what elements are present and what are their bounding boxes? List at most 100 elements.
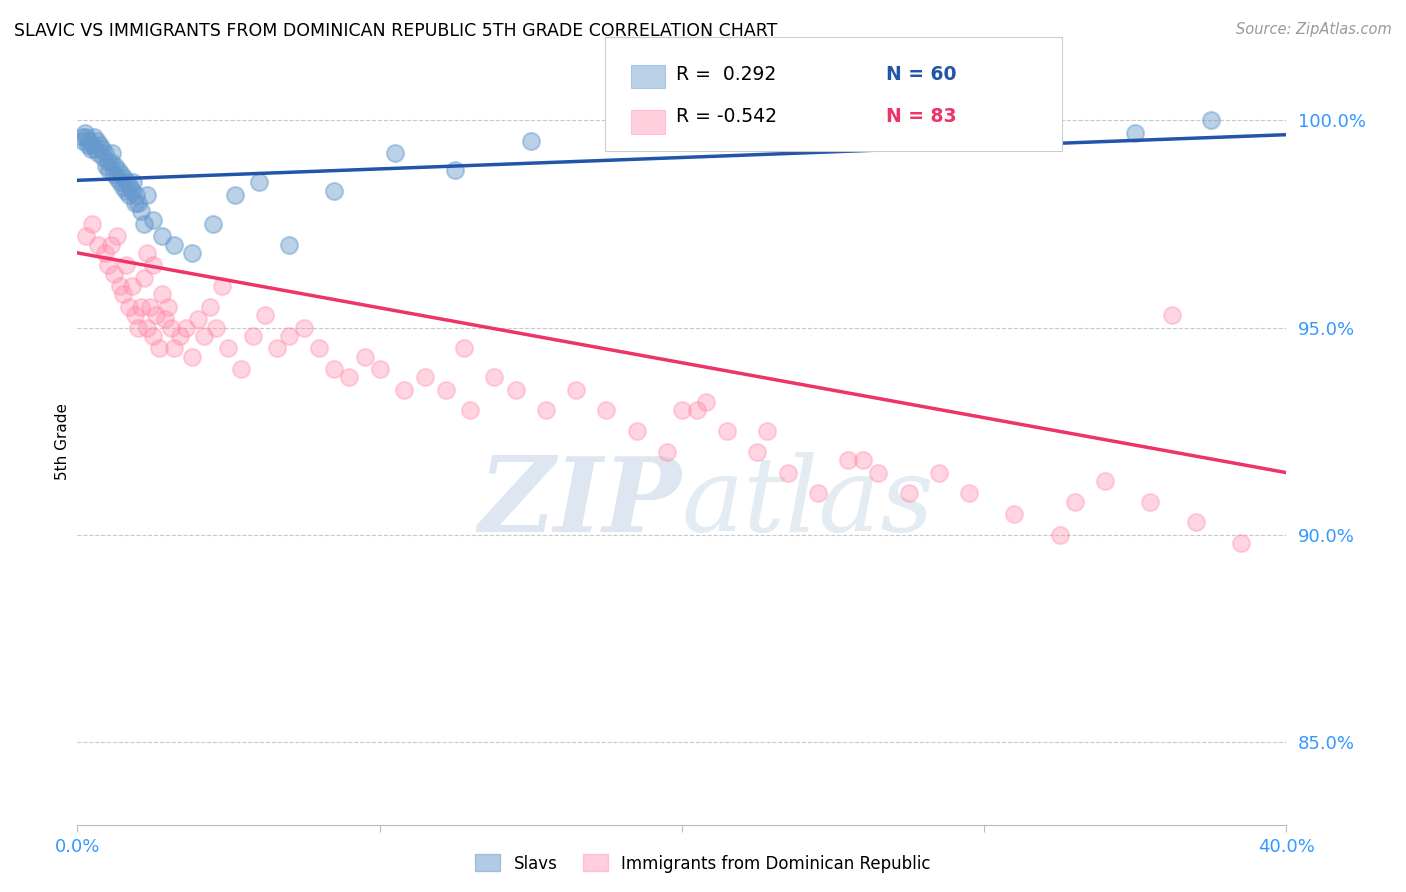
Point xyxy=(79,134,101,148)
Text: 40.0%: 40.0% xyxy=(1258,838,1315,855)
Point xyxy=(1199,113,1222,128)
Point xyxy=(655,445,678,459)
Point xyxy=(124,196,146,211)
Point xyxy=(129,204,152,219)
Point xyxy=(118,187,141,202)
Point xyxy=(1160,308,1182,322)
Point xyxy=(142,258,165,272)
Point xyxy=(626,424,648,438)
Point xyxy=(132,217,155,231)
Point xyxy=(266,341,288,355)
Point xyxy=(103,167,125,181)
Point xyxy=(100,154,122,169)
Point xyxy=(229,362,252,376)
Point xyxy=(96,258,118,272)
Point xyxy=(444,163,467,178)
Legend: Slavs, Immigrants from Dominican Republic: Slavs, Immigrants from Dominican Republi… xyxy=(468,847,938,880)
Point xyxy=(912,134,935,148)
Point xyxy=(132,270,155,285)
Point xyxy=(90,142,112,156)
Point xyxy=(142,328,165,343)
Point xyxy=(1139,494,1161,508)
Point xyxy=(453,341,475,355)
Point xyxy=(731,113,754,128)
Point xyxy=(139,300,162,314)
Point xyxy=(807,121,830,136)
Point xyxy=(70,129,93,144)
Text: 0.0%: 0.0% xyxy=(55,838,100,855)
Point xyxy=(1094,474,1116,488)
Point xyxy=(686,403,709,417)
Point xyxy=(505,383,527,397)
Point xyxy=(520,134,543,148)
Point xyxy=(837,113,859,128)
Point xyxy=(87,146,110,161)
Point xyxy=(163,341,186,355)
Point xyxy=(205,320,228,334)
Point xyxy=(160,320,183,334)
Point xyxy=(776,466,799,480)
Point xyxy=(111,179,134,194)
Point xyxy=(75,129,97,144)
Point xyxy=(278,237,301,252)
Point xyxy=(73,126,96,140)
Point xyxy=(193,328,215,343)
Point xyxy=(458,403,481,417)
Point xyxy=(897,486,920,500)
Point xyxy=(413,370,436,384)
Point xyxy=(100,237,122,252)
Point xyxy=(1064,494,1087,508)
Text: N = 83: N = 83 xyxy=(886,107,956,127)
Point xyxy=(103,267,125,281)
Point xyxy=(187,312,209,326)
Point xyxy=(124,308,146,322)
Point xyxy=(96,154,118,169)
Point xyxy=(434,383,457,397)
Point xyxy=(755,424,778,438)
Point xyxy=(121,279,143,293)
Point xyxy=(145,308,167,322)
Point xyxy=(107,163,129,178)
Point xyxy=(353,350,375,364)
Point xyxy=(150,229,173,244)
Point xyxy=(84,142,107,156)
Point xyxy=(671,403,693,417)
Point xyxy=(278,328,301,343)
Point xyxy=(72,134,94,148)
Point xyxy=(308,341,330,355)
Point xyxy=(115,175,138,189)
Point xyxy=(114,184,136,198)
Point xyxy=(110,167,132,181)
Text: Source: ZipAtlas.com: Source: ZipAtlas.com xyxy=(1236,22,1392,37)
Point xyxy=(211,279,233,293)
Point xyxy=(98,163,121,178)
Point xyxy=(104,159,127,173)
Point xyxy=(111,287,134,301)
Point xyxy=(595,403,617,417)
Point xyxy=(565,383,588,397)
Point xyxy=(150,287,173,301)
Point xyxy=(121,184,143,198)
Point xyxy=(202,217,225,231)
Point xyxy=(837,453,859,467)
Point xyxy=(218,341,240,355)
Point xyxy=(163,237,186,252)
Point xyxy=(87,237,110,252)
Point xyxy=(127,196,149,211)
Point xyxy=(1125,126,1147,140)
Point xyxy=(127,320,149,334)
Point xyxy=(695,395,717,409)
Point xyxy=(125,187,148,202)
Point xyxy=(323,184,346,198)
Point xyxy=(957,486,980,500)
Point xyxy=(118,300,141,314)
Point xyxy=(747,445,769,459)
Text: ZIP: ZIP xyxy=(479,452,682,554)
Point xyxy=(77,138,100,153)
Point xyxy=(368,362,391,376)
Point xyxy=(135,245,157,260)
Text: R = -0.542: R = -0.542 xyxy=(676,107,778,127)
Point xyxy=(384,146,406,161)
Point xyxy=(112,171,135,186)
Point xyxy=(928,466,950,480)
